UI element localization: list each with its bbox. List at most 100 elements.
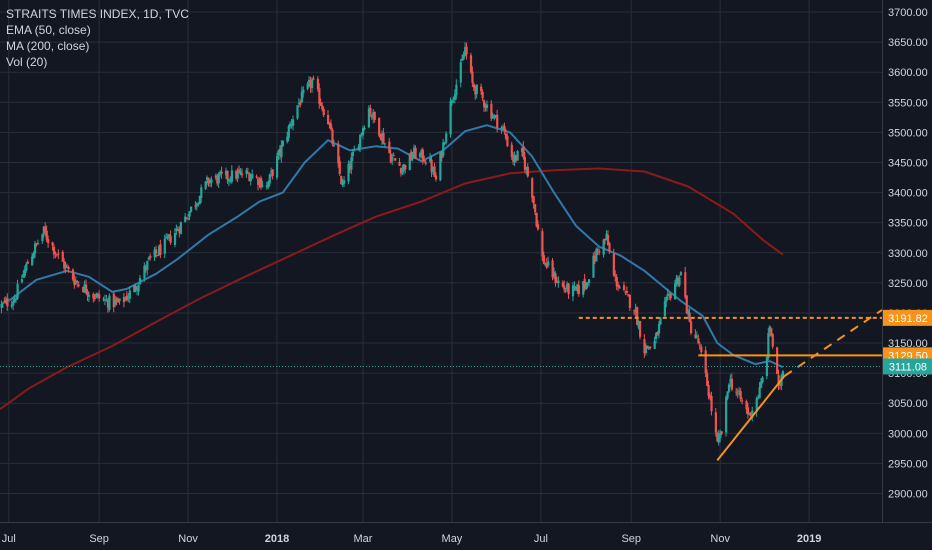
candle-body [420,150,423,155]
candle-body [474,86,477,95]
candle-body [781,371,785,378]
candle-body [720,431,723,434]
candle-body [382,132,385,144]
candle-body [513,154,516,163]
candle-body [685,295,688,313]
candle-body [525,167,528,171]
candle-body [503,125,506,132]
candle-body [103,299,107,301]
candle-body [117,300,120,303]
candle-body [455,84,458,96]
candle-body [267,182,270,188]
candle-body [592,255,595,278]
candle-body [108,295,111,310]
candle-body [675,278,678,285]
candle-body [443,142,446,145]
candle-body [516,151,519,161]
candle-body [496,114,499,128]
candle-body [296,105,299,119]
candle-body [235,170,238,179]
vol-legend[interactable]: Vol (20) [6,55,48,69]
candle-body [698,345,701,347]
candle-body [197,203,200,205]
candle-body [66,266,69,268]
ma-legend[interactable]: MA (200, close) [6,39,90,53]
x-tick-label: Jul [2,533,16,545]
candle-body [127,297,130,299]
candle-body [668,293,671,295]
price-label: 3191.82 [888,313,928,325]
y-tick-label: 3300.00 [888,248,928,260]
candle-body [74,280,78,284]
candle-body [401,169,404,173]
candle-body [114,300,117,305]
candle-body [531,178,534,198]
candle-body [647,346,650,349]
candle-body [331,129,334,145]
candle-body [573,285,576,287]
candle-body [106,300,110,308]
y-tick-label: 3700.00 [888,7,928,19]
candle-body [229,180,232,182]
candle-body [308,79,311,83]
candle-body [204,181,207,189]
candle-body [710,395,713,412]
candle-body [12,301,15,306]
candle-body [309,80,312,88]
candle-body [217,174,220,184]
candle-body [716,432,719,442]
candle-body [302,89,305,94]
candle-body [656,332,659,336]
candle-body [582,281,585,295]
candle-body [105,299,108,301]
candle-body [321,105,324,110]
price-label: 3111.08 [889,361,927,373]
candle-body [563,285,566,290]
ema-legend[interactable]: EMA (50, close) [6,23,91,37]
candle-body [555,281,559,283]
candle-body [469,55,473,72]
candle-body [431,167,435,172]
price-label-box [883,358,932,375]
candle-body [168,234,171,238]
candle-body [13,298,16,303]
price-label-box [883,309,932,326]
candle-body [57,253,60,255]
candle-body [765,357,769,377]
candle-body [643,339,646,354]
time-axis: Jul Sep Nov 2018 Mar May Jul Sep Nov 2019 [2,533,822,545]
candle-body [564,290,567,292]
candle-body [583,278,586,288]
candle-body [461,58,464,61]
candle-body [239,171,242,174]
candle-body [380,133,384,141]
symbol-title[interactable]: STRAITS TIMES INDEX, 1D, TVC [6,7,189,21]
candle-body [383,143,387,145]
candle-body [22,273,25,278]
candle-body [433,166,436,177]
candle-body [35,242,38,244]
candle-body [523,156,527,170]
candle-body [439,153,442,181]
candle-body [726,391,729,399]
candle-body [694,334,697,338]
candle-body [73,279,76,285]
candle-body [341,182,344,185]
candle-body [593,256,597,261]
candle-body [45,230,48,240]
candle-body [493,115,496,119]
candle-body [3,301,6,303]
candle-body [561,282,564,287]
y-tick-label: 3550.00 [888,97,928,109]
candle-body [483,100,486,107]
candle-body [369,107,372,115]
candle-body [777,375,780,386]
candle-body [410,151,413,160]
candle-body [404,165,407,170]
candle-body [98,294,101,299]
candle-body [194,205,197,207]
candle-body [700,346,703,353]
candle-body [363,128,366,130]
candle-body [388,141,391,153]
